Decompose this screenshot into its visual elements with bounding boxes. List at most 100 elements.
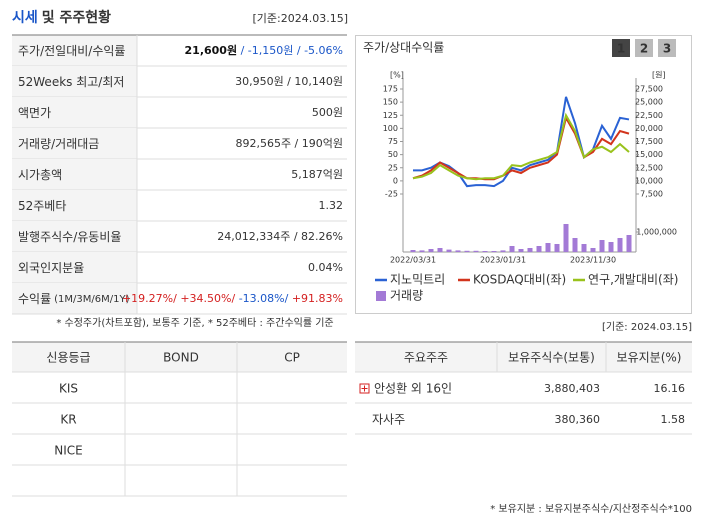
label-cell bbox=[12, 97, 137, 128]
tab-button[interactable] bbox=[612, 39, 630, 57]
y2-tick-label: 10,000 bbox=[635, 176, 663, 185]
tab-label[interactable]: 1 bbox=[617, 42, 625, 56]
y2-tick-label: 25,000 bbox=[635, 98, 663, 107]
series-line bbox=[412, 112, 630, 181]
volume-bar bbox=[518, 249, 524, 252]
x-tick-label: 2023/11/30 bbox=[570, 256, 616, 265]
header-bg bbox=[355, 342, 692, 372]
x-tick-label: 2022/03/31 bbox=[390, 256, 436, 265]
tab-label[interactable]: 3 bbox=[663, 42, 671, 56]
y-unit: [%] bbox=[390, 71, 404, 80]
date: [기준: 2024.03.15] bbox=[602, 321, 692, 333]
volume-bar bbox=[545, 243, 551, 252]
holder-shares: 3,880,403 bbox=[544, 382, 600, 395]
row-value: 892,565주 / 190억원 bbox=[235, 137, 343, 150]
value-text: 1.32 bbox=[319, 199, 344, 212]
row-label-small: (1M/3M/6M/1Y) bbox=[54, 294, 129, 305]
label-cell bbox=[12, 221, 137, 252]
value-part: +91.83% bbox=[288, 292, 343, 305]
label-cell bbox=[12, 190, 137, 221]
row-label-text: 액면가 bbox=[18, 106, 51, 120]
volume-bar bbox=[626, 235, 632, 252]
volume-bar bbox=[428, 249, 434, 252]
holder-pct: 1.58 bbox=[661, 413, 686, 426]
header-cell: 보유주식수(보통) bbox=[508, 351, 595, 365]
value-text: 24,012,334주 / 82.26% bbox=[217, 230, 343, 243]
value-part: 21,600원 bbox=[185, 43, 238, 57]
row-value: 24,012,334주 / 82.26% bbox=[217, 230, 343, 243]
panel-title: 주가/상대수익률 bbox=[363, 41, 444, 55]
y3-tick-label: 1,000,000 bbox=[636, 228, 677, 237]
value-text: 5,187억원 bbox=[291, 168, 343, 181]
holder-name: 안성환 외 16인 bbox=[374, 382, 452, 396]
y2-tick-label: 22,500 bbox=[635, 111, 663, 120]
value-text: 0.04% bbox=[308, 261, 343, 274]
y2-tick-label: 15,000 bbox=[635, 150, 663, 159]
expand-plus[interactable] bbox=[361, 385, 368, 392]
tab-button[interactable] bbox=[635, 39, 653, 57]
cell: KIS bbox=[59, 382, 78, 396]
row-value: +19.27%/ +34.50%/ -13.08%/ +91.83% bbox=[122, 292, 343, 305]
volume-bar bbox=[473, 250, 479, 252]
y2-unit: [원] bbox=[652, 71, 666, 80]
y2-tick-label: 17,500 bbox=[635, 137, 663, 146]
row-label-text: 시가총액 bbox=[18, 168, 62, 182]
value-part: / -1,150원 bbox=[237, 44, 293, 57]
volume-bar bbox=[419, 250, 425, 252]
y-tick-label: 100 bbox=[383, 124, 398, 133]
holder-shares: 380,360 bbox=[555, 413, 601, 426]
volume-bar bbox=[599, 240, 605, 252]
label-cell bbox=[12, 128, 137, 159]
value-part: -13.08%/ bbox=[235, 292, 288, 305]
label-cell bbox=[12, 35, 137, 66]
y-tick-label: 150 bbox=[383, 98, 398, 107]
y-tick-label: 25 bbox=[388, 163, 398, 172]
header-cell: 신용등급 bbox=[46, 351, 90, 365]
holder-name: 자사주 bbox=[372, 413, 405, 427]
cell: NICE bbox=[54, 444, 82, 458]
row-value: 21,600원 / -1,150원 / -5.06% bbox=[185, 43, 343, 57]
legend-swatch bbox=[376, 291, 386, 301]
y-tick-label: 125 bbox=[383, 111, 398, 120]
volume-bar bbox=[572, 238, 578, 252]
volume-bar bbox=[590, 248, 596, 252]
row-label-text: 수익률 bbox=[18, 292, 51, 306]
row-value: 5,187억원 bbox=[291, 168, 343, 181]
title-rest: 및 주주현황 bbox=[42, 9, 111, 26]
row-label-text: 52주베타 bbox=[18, 199, 66, 213]
row-value: 30,950원 / 10,140원 bbox=[235, 75, 343, 88]
volume-bar bbox=[437, 248, 443, 252]
volume-bar bbox=[446, 249, 452, 252]
value-part: +19.27%/ bbox=[122, 292, 177, 305]
row-label-text: 발행주식수/유동비율 bbox=[18, 229, 121, 244]
note: * 수정주가(차트포함), 보통주 기준, * 52주베타 : 주간수익률 기준 bbox=[56, 317, 333, 329]
volume-bar bbox=[464, 250, 470, 252]
value-text: 30,950원 / 10,140원 bbox=[235, 75, 343, 88]
row-label: 52Weeks 최고/최저 bbox=[18, 75, 124, 89]
header-bg bbox=[12, 342, 347, 372]
y2-tick-label: 27,500 bbox=[635, 85, 663, 94]
date: [기준:2024.03.15] bbox=[252, 12, 348, 25]
value-text: 892,565주 / 190억원 bbox=[235, 137, 343, 150]
volume-bar bbox=[581, 244, 587, 252]
cell: KR bbox=[60, 413, 76, 427]
y-tick-label: 75 bbox=[388, 137, 398, 146]
section-title: 시세 및 주주현황 bbox=[12, 9, 111, 26]
volume-bar bbox=[527, 248, 533, 252]
legend-label: 지노믹트리 bbox=[390, 273, 445, 287]
tab-label[interactable]: 2 bbox=[640, 42, 648, 56]
header-cell: 주요주주 bbox=[404, 351, 448, 365]
value-text: 500원 bbox=[312, 106, 343, 119]
volume-bar bbox=[509, 246, 515, 252]
tab-button[interactable] bbox=[658, 39, 676, 57]
header-cell: 보유지분(%) bbox=[617, 351, 682, 365]
row-label: 액면가 bbox=[18, 106, 51, 120]
row-label: 외국인지분율 bbox=[18, 261, 84, 275]
row-value: 1.32 bbox=[319, 199, 344, 212]
row-label: 52주베타 bbox=[18, 199, 66, 213]
y2-tick-label: 20,000 bbox=[635, 124, 663, 133]
volume-bar bbox=[500, 250, 506, 252]
volume-bar bbox=[491, 251, 497, 252]
holder-pct: 16.16 bbox=[654, 382, 686, 395]
